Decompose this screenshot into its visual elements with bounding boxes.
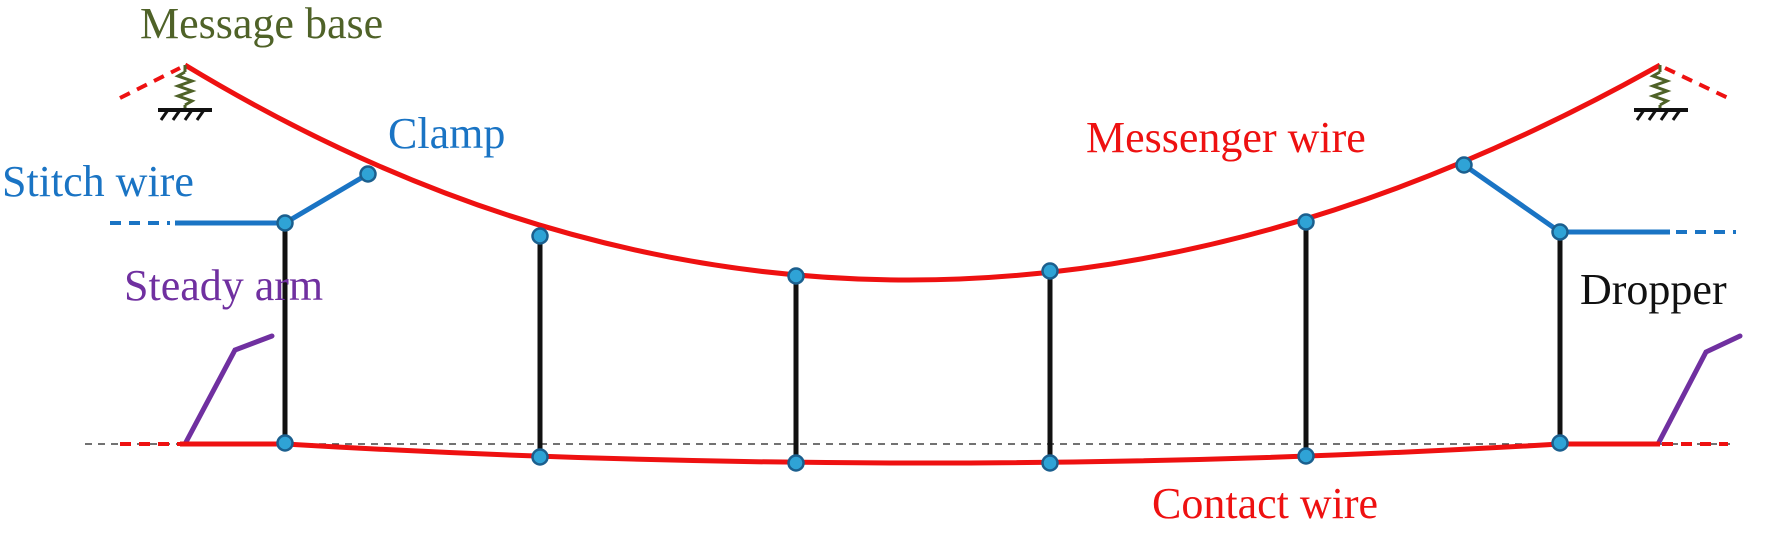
circle-node-icon <box>531 227 549 245</box>
label-message-base: Message base <box>140 0 383 48</box>
circle-node-icon <box>359 165 377 183</box>
nodes <box>276 156 1569 472</box>
circle-node-icon <box>787 454 805 472</box>
circle-node-icon <box>1455 156 1473 174</box>
spring-ground-icon-right <box>1634 65 1688 121</box>
circle-node-icon <box>276 214 294 232</box>
circle-node-icon <box>1551 223 1569 241</box>
label-stitch-wire: Stitch wire <box>2 157 194 206</box>
label-contact-wire: Contact wire <box>1152 479 1378 528</box>
steady-arm-right <box>1655 333 1743 447</box>
circle-node-icon <box>1041 262 1059 280</box>
stitch-wire-right <box>1462 162 1670 235</box>
stitch-wire-left <box>175 171 370 226</box>
messenger-wire-dash-right <box>1664 66 1729 100</box>
contact-wire <box>180 441 1660 466</box>
circle-node-icon <box>531 448 549 466</box>
label-steady-arm: Steady arm <box>124 261 323 310</box>
circle-node-icon <box>276 434 294 452</box>
droppers <box>282 222 1563 463</box>
steady-arm-left <box>182 333 275 447</box>
messenger-wire <box>183 62 1662 283</box>
circle-node-icon <box>787 267 805 285</box>
circle-node-icon <box>1297 447 1315 465</box>
label-messenger-wire: Messenger wire <box>1086 113 1366 162</box>
spring-ground-icon-left <box>158 65 212 121</box>
label-dropper: Dropper <box>1580 265 1727 314</box>
messenger-wire-dash-left <box>119 66 181 100</box>
label-clamp: Clamp <box>388 109 505 158</box>
circle-node-icon <box>1297 213 1315 231</box>
circle-node-icon <box>1551 434 1569 452</box>
circle-node-icon <box>1041 454 1059 472</box>
